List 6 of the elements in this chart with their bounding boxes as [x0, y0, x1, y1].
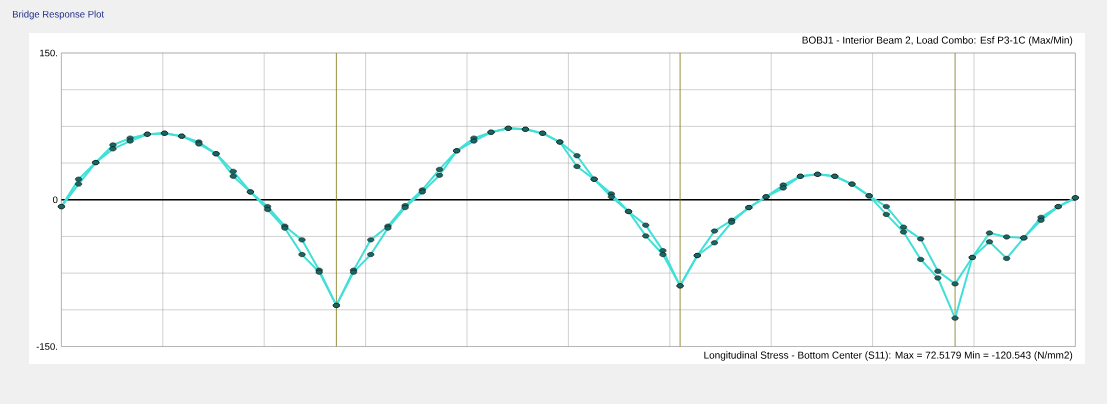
text: Longitudinal Stress - Bottom Center (S11): Max = 72.5179 Min = -120.543 (N/mm2): [704, 351, 1073, 361]
y-tick-label: 0: [52, 196, 58, 204]
chart-subtitle: BOBJ1 - Interior Beam 2, Load Combo: Esf P3-1C (Max/Min): [802, 36, 1073, 46]
y-tick-label: -150.: [36, 343, 57, 350]
chart-title: Bridge Response Plot: [12, 10, 104, 20]
y-tick-label: 150.: [40, 49, 57, 57]
